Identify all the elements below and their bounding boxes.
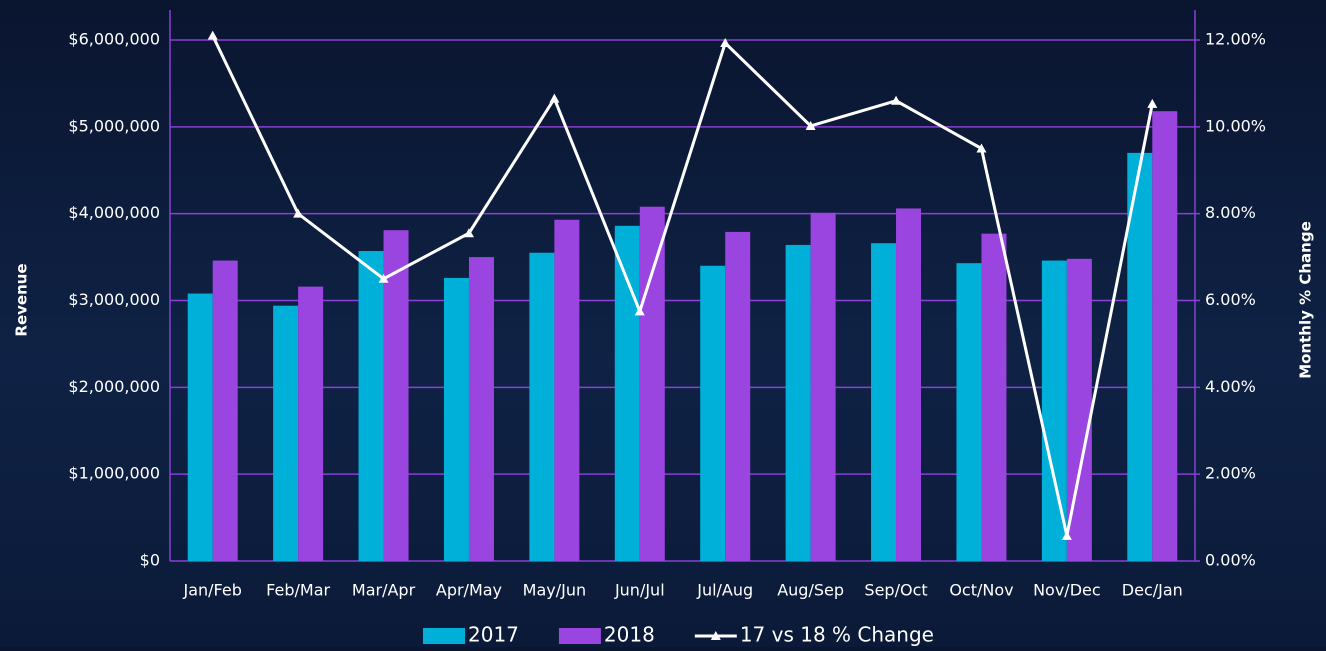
marker bbox=[293, 208, 304, 218]
marker bbox=[1147, 98, 1158, 108]
line bbox=[211, 35, 1154, 537]
bar bbox=[1152, 111, 1178, 561]
bar bbox=[468, 257, 494, 561]
y2-tick-label: 12.00% bbox=[1205, 30, 1266, 49]
marker bbox=[891, 95, 902, 105]
y-axis-title: Revenue bbox=[13, 263, 31, 336]
bar bbox=[212, 260, 238, 561]
x-tick-label: Apr/May bbox=[436, 581, 502, 600]
bar bbox=[529, 252, 555, 561]
bar bbox=[273, 305, 299, 561]
y2-tick-label: 6.00% bbox=[1205, 290, 1256, 309]
y2-tick-label: 0.00% bbox=[1205, 551, 1256, 570]
marker bbox=[634, 306, 645, 316]
y-tick-label: $3,000,000 bbox=[68, 290, 160, 309]
y-tick-label: $2,000,000 bbox=[68, 377, 160, 396]
bar bbox=[956, 263, 982, 561]
legend-label: 2018 bbox=[604, 623, 655, 647]
y-tick-label: $4,000,000 bbox=[68, 203, 160, 222]
bar bbox=[614, 225, 640, 561]
y-tick-label: $6,000,000 bbox=[68, 30, 160, 49]
bar bbox=[554, 219, 580, 561]
y2-tick-label: 2.00% bbox=[1205, 464, 1256, 483]
bar bbox=[1127, 152, 1153, 561]
bar bbox=[358, 251, 384, 561]
marker bbox=[805, 120, 816, 130]
x-tick-label: Feb/Mar bbox=[266, 581, 330, 600]
bar bbox=[298, 286, 324, 561]
y-tick-label: $5,000,000 bbox=[68, 116, 160, 135]
bar bbox=[383, 230, 409, 562]
x-tick-label: Jul/Aug bbox=[696, 581, 753, 600]
bar bbox=[896, 208, 922, 561]
bar bbox=[871, 243, 897, 561]
y-tick-label: $0 bbox=[140, 551, 160, 570]
legend-label: 17 vs 18 % Change bbox=[740, 623, 934, 647]
marker bbox=[549, 93, 560, 103]
x-tick-label: Aug/Sep bbox=[777, 581, 844, 600]
marker bbox=[378, 273, 389, 283]
legend-swatch bbox=[423, 628, 465, 644]
bar bbox=[810, 212, 836, 561]
x-tick-label: May/Jun bbox=[523, 581, 586, 600]
x-tick-label: Mar/Apr bbox=[352, 581, 416, 600]
bar bbox=[981, 233, 1007, 561]
y-tick-label: $1,000,000 bbox=[68, 464, 160, 483]
x-tick-label: Sep/Oct bbox=[864, 581, 927, 600]
bar bbox=[187, 293, 213, 561]
y2-axis-title: Monthly % Change bbox=[1297, 221, 1315, 379]
marker bbox=[207, 30, 218, 40]
y2-tick-label: 8.00% bbox=[1205, 203, 1256, 222]
marker bbox=[463, 228, 474, 238]
y2-tick-label: 4.00% bbox=[1205, 377, 1256, 396]
x-tick-label: Jun/Jul bbox=[614, 581, 665, 600]
marker bbox=[1061, 530, 1072, 540]
bar bbox=[443, 277, 469, 561]
bar bbox=[700, 265, 726, 561]
x-tick-label: Dec/Jan bbox=[1122, 581, 1183, 600]
bar bbox=[725, 231, 751, 561]
marker bbox=[976, 143, 987, 153]
legend-marker bbox=[710, 631, 721, 640]
bar bbox=[639, 206, 665, 561]
legend-swatch bbox=[558, 628, 601, 644]
y2-tick-label: 10.00% bbox=[1205, 116, 1266, 135]
bar bbox=[785, 244, 811, 561]
legend-label: 2017 bbox=[468, 623, 519, 647]
x-tick-label: Jan/Feb bbox=[183, 581, 242, 600]
x-tick-label: Nov/Dec bbox=[1033, 581, 1101, 600]
x-tick-label: Oct/Nov bbox=[949, 581, 1013, 600]
marker bbox=[720, 38, 731, 48]
